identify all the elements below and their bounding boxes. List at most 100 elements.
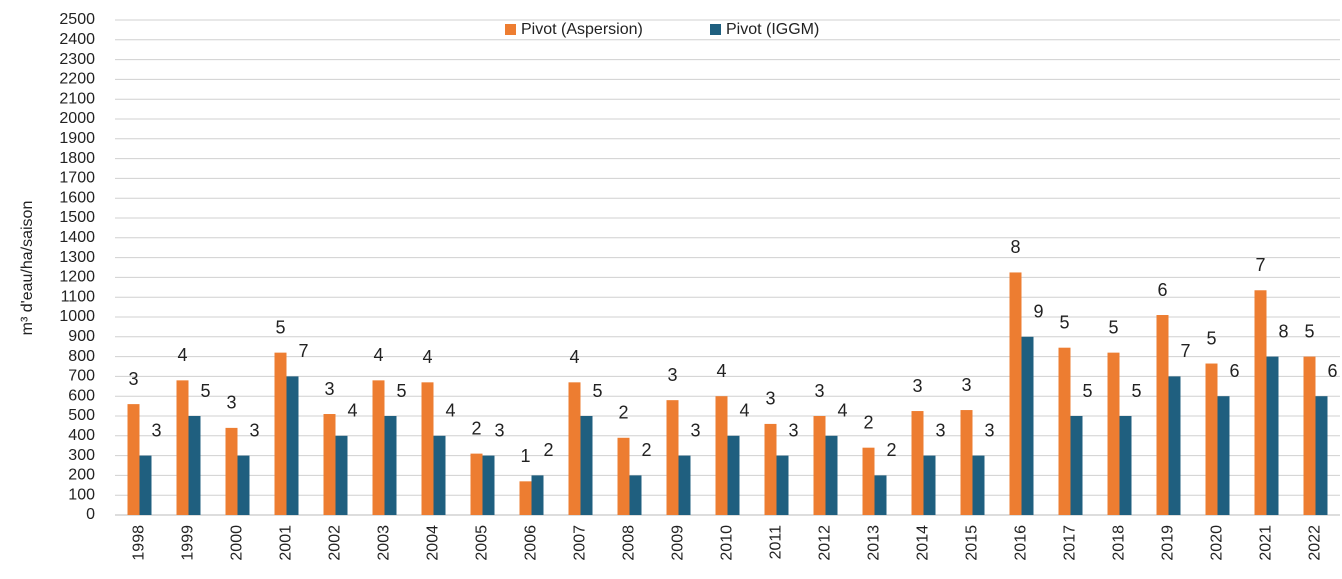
x-tick-label: 2019 (1160, 525, 1177, 561)
x-tick-label: 2018 (1111, 525, 1128, 561)
y-tick-label: 1900 (59, 130, 95, 147)
data-label: 3 (249, 420, 259, 440)
y-tick-label: 1100 (61, 288, 96, 305)
data-label: 2 (471, 418, 481, 438)
data-label: 2 (863, 412, 873, 432)
y-tick-label: 2300 (59, 51, 95, 68)
y-tick-label: 600 (68, 387, 95, 404)
data-label: 3 (667, 365, 677, 385)
data-label: 6 (1327, 361, 1337, 381)
y-tick-label: 800 (68, 348, 95, 365)
bar (1303, 356, 1316, 515)
x-tick-label: 2010 (719, 525, 736, 561)
bar (127, 404, 140, 515)
data-label: 7 (298, 341, 308, 361)
x-tick-label: 2003 (376, 525, 393, 561)
x-tick-label: 2017 (1062, 525, 1079, 561)
x-tick-label: 1999 (180, 525, 197, 561)
bar (1107, 352, 1120, 515)
x-tick-label: 2015 (964, 525, 981, 561)
bar (139, 455, 152, 515)
bar (1168, 376, 1181, 515)
data-label: 5 (275, 317, 285, 337)
bar (580, 416, 593, 515)
y-tick-label: 2100 (59, 90, 95, 107)
data-label: 3 (128, 369, 138, 389)
bar (470, 453, 483, 515)
x-tick-label: 2002 (327, 525, 344, 561)
x-tick-label: 2022 (1307, 525, 1324, 561)
x-tick-label: 2013 (866, 525, 883, 561)
data-label: 3 (226, 393, 236, 413)
data-label: 9 (1033, 302, 1043, 322)
data-label: 4 (177, 345, 187, 365)
data-label: 6 (1229, 361, 1239, 381)
bar (923, 455, 936, 515)
bar (384, 416, 397, 515)
bar (1217, 396, 1230, 515)
y-tick-label: 2400 (59, 31, 95, 48)
bar (825, 435, 838, 515)
data-label: 2 (618, 403, 628, 423)
data-label: 5 (1082, 381, 1092, 401)
data-label: 3 (814, 381, 824, 401)
bar (617, 437, 630, 515)
data-label: 4 (422, 347, 432, 367)
y-tick-label: 1300 (59, 249, 95, 266)
data-label: 3 (788, 420, 798, 440)
bar (372, 380, 385, 515)
x-tick-label: 2016 (1013, 525, 1030, 561)
bar (1058, 347, 1071, 515)
bar (666, 400, 679, 515)
bar (813, 416, 826, 515)
bar (678, 455, 691, 515)
data-label: 4 (716, 361, 726, 381)
bar (1021, 336, 1034, 515)
bar (286, 376, 299, 515)
bar (176, 380, 189, 515)
data-label: 5 (1206, 328, 1216, 348)
y-tick-label: 200 (68, 467, 95, 484)
x-tick-label: 2001 (278, 525, 295, 561)
bar (531, 475, 544, 515)
bar (764, 423, 777, 515)
y-tick-label: 0 (86, 506, 95, 523)
data-label: 5 (592, 381, 602, 401)
data-label: 8 (1278, 321, 1288, 341)
data-label: 3 (765, 389, 775, 409)
y-tick-label: 900 (68, 328, 95, 345)
bar (862, 447, 875, 515)
data-label: 3 (324, 379, 334, 399)
x-tick-label: 2007 (572, 525, 589, 561)
y-tick-label: 1800 (59, 150, 95, 167)
data-label: 4 (373, 345, 383, 365)
bar (1315, 396, 1328, 515)
y-tick-label: 1200 (59, 269, 95, 286)
data-label: 3 (935, 420, 945, 440)
x-tick-label: 2006 (523, 525, 540, 561)
data-label: 6 (1157, 280, 1167, 300)
y-tick-label: 2500 (59, 11, 95, 28)
data-label: 4 (569, 347, 579, 367)
x-tick-label: 2005 (474, 525, 491, 561)
data-label: 3 (984, 420, 994, 440)
data-label: 5 (1108, 317, 1118, 337)
x-tick-label: 2020 (1209, 525, 1226, 561)
data-label: 1 (520, 446, 530, 466)
data-label: 3 (494, 420, 504, 440)
legend-label: Pivot (Aspersion) (521, 21, 643, 38)
data-label: 2 (641, 440, 651, 460)
bar (972, 455, 985, 515)
bar (874, 475, 887, 515)
bar (715, 396, 728, 515)
y-tick-label: 1500 (59, 209, 95, 226)
y-tick-label: 2200 (59, 71, 95, 88)
data-label: 5 (200, 381, 210, 401)
y-tick-label: 1400 (59, 229, 95, 246)
data-label: 4 (445, 401, 455, 421)
x-tick-label: 2014 (915, 525, 932, 561)
y-tick-label: 1000 (59, 308, 95, 325)
y-tick-label: 1600 (59, 189, 95, 206)
bar (960, 410, 973, 515)
